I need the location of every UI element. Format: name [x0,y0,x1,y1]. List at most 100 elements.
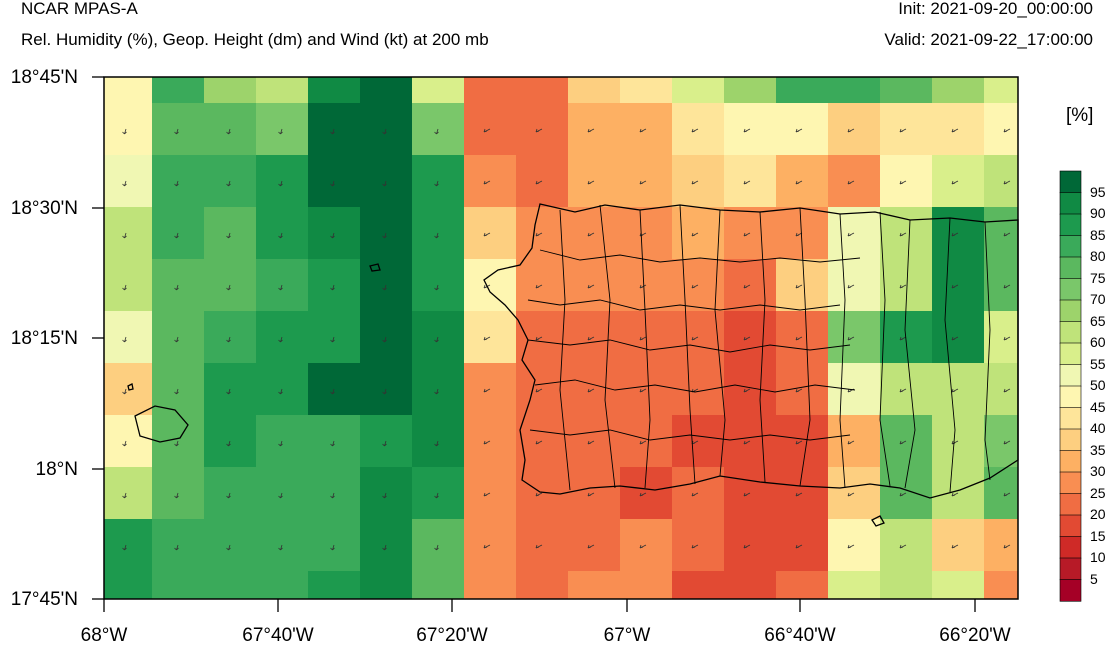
wind-arrow [899,440,907,445]
wind-arrow [899,284,907,289]
wind-arrow [639,180,647,185]
wind-arrow [951,284,959,289]
wind-arrow [434,180,439,187]
rh-cell [724,103,777,156]
colorbar-swatch [1059,493,1082,516]
colorbar-swatch [1059,579,1082,602]
wind-arrow [174,492,179,499]
rh-cell [776,467,829,520]
rh-cell [776,415,829,468]
rh-cell [932,415,985,468]
rh-cell [516,155,569,208]
rh-cell [516,311,569,364]
wind-arrow [847,492,855,497]
wind-arrow [434,284,439,291]
rh-cell [672,155,725,208]
rh-cell [568,207,621,260]
wind-arrow [382,232,387,239]
wind-arrow [382,544,387,551]
wind-arrow [639,284,647,289]
rh-cell [464,519,517,572]
rh-cell [464,415,517,468]
rh-cell [932,77,985,104]
wind-arrow [434,544,439,551]
wind-arrow [535,388,543,393]
rh-cell [880,519,933,572]
rh-cell [620,77,673,104]
rh-cell [516,415,569,468]
wind-arrow [1003,232,1011,237]
rh-cell [672,311,725,364]
rh-cell [724,77,777,104]
wind-arrow [330,232,335,239]
wind-arrow [1003,128,1011,133]
colorbar-swatch [1059,278,1082,301]
colorbar-swatch [1059,364,1082,387]
wind-arrow [795,284,803,289]
wind-arrow [535,336,543,341]
rh-cell [516,103,569,156]
wind-arrow [535,128,543,133]
colorbar-swatch [1059,192,1082,215]
wind-arrow [535,232,543,237]
rh-cell [568,571,621,600]
wind-arrow [795,128,803,133]
rh-cell [984,519,1019,572]
colorbar-swatch [1059,256,1082,280]
wind-arrow [743,440,751,445]
wind-arrow [847,232,855,237]
wind-arrow [587,180,595,185]
wind-arrow [382,128,387,135]
rh-cell [620,363,673,416]
wind-arrow [382,336,387,343]
rh-cell [516,467,569,520]
rh-cell [724,519,777,572]
wind-arrow [483,180,491,185]
rh-cell [724,571,777,600]
x-label-6720w: 67°20'W [416,625,488,646]
wind-arrow [847,544,855,549]
rh-cell [464,467,517,520]
rh-cell [104,415,153,468]
wind-arrow [899,180,907,185]
wind-arrow [951,492,959,497]
wind-arrow [278,336,283,343]
wind-arrow [743,180,751,185]
wind-arrow [122,492,127,499]
rh-cell [620,519,673,572]
wind-arrow [483,544,491,549]
wind-arrow [587,336,595,341]
colorbar-label: 75 [1090,269,1106,286]
rh-cell [620,207,673,260]
wind-arrow [691,284,699,289]
wind-arrow [899,492,907,497]
rh-cell [360,77,413,104]
colorbar-label: 30 [1090,463,1106,479]
rh-cell [776,363,829,416]
wind-arrow [639,128,647,133]
rh-cell [880,77,933,104]
rh-cell [568,519,621,572]
rh-cell [932,311,985,364]
wind-arrow [535,284,543,289]
colorbar-label: 60 [1090,334,1106,350]
colorbar-swatch [1059,536,1082,559]
rh-cell [516,519,569,572]
wind-arrow [587,128,595,133]
wind-arrows [122,128,1011,551]
wind-arrow [535,492,543,497]
wind-arrow [1003,544,1011,549]
colorbar-label: 55 [1090,355,1106,372]
rh-cell [568,311,621,364]
rh-cell [880,363,933,416]
x-label-6640w: 66°40'W [764,625,836,646]
wind-arrow [795,492,803,497]
rh-cell [776,259,829,312]
wind-arrow [483,336,491,341]
rh-cell [104,155,153,208]
rh-cell [104,571,153,600]
wind-arrow [278,180,283,187]
wind-arrow [483,128,491,133]
municipal-borders [527,204,991,493]
islet-desecheo [369,263,381,272]
